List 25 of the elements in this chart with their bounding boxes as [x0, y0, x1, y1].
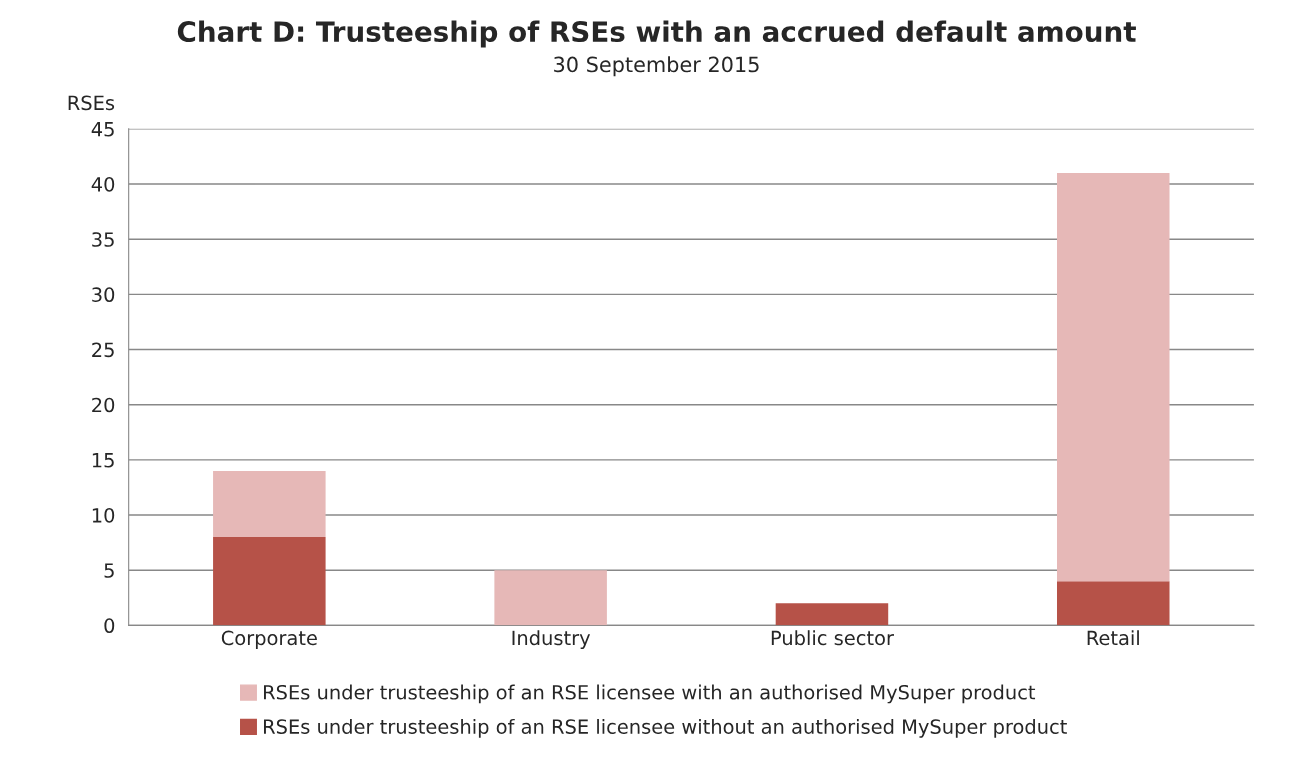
x-tick-label: Public sector — [771, 630, 894, 646]
bar — [1057, 581, 1170, 626]
bar — [494, 570, 607, 626]
bar — [775, 603, 889, 626]
x-tick-label: Corporate — [221, 630, 317, 650]
y-tick-label: 0 — [104, 618, 115, 634]
y-tick-label: 5 — [104, 563, 114, 578]
y-tick-label: 35 — [92, 232, 114, 247]
y-tick-label: 25 — [92, 342, 114, 358]
legend-label: RSEs under trusteeship of an RSE licensee without an authorised MySuper product — [264, 718, 1067, 738]
y-tick-label: 20 — [92, 397, 115, 413]
y-tick-label: 30 — [92, 287, 115, 303]
y-tick-label: 40 — [91, 176, 115, 192]
legend-label: RSEs under trusteeship of an RSE licensee with an authorised MySuper product — [264, 684, 1036, 704]
y-axis-title: RSEs — [68, 95, 115, 111]
bar — [213, 470, 326, 538]
x-tick-label: Industry — [512, 630, 591, 650]
y-tick-label: 10 — [92, 507, 115, 523]
bar — [213, 537, 326, 626]
chart-title: Chart D: Trusteeship of RSEs with an accrued default amount — [177, 20, 1136, 48]
bar — [1057, 172, 1170, 582]
y-tick-label: 15 — [92, 453, 114, 468]
chart-subtitle: 30 September 2015 — [554, 56, 759, 77]
x-tick-label: Retail — [1087, 630, 1139, 646]
y-tick-label: 45 — [91, 122, 114, 137]
